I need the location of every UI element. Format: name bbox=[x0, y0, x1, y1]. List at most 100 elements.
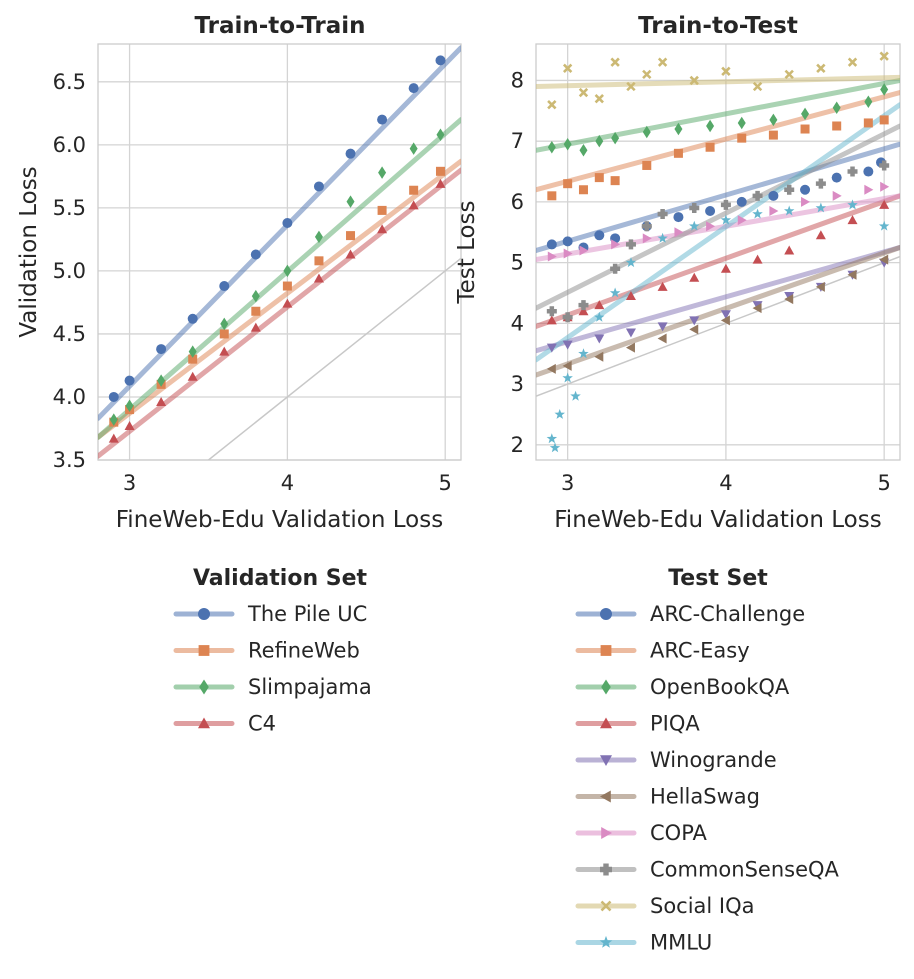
data-point bbox=[345, 148, 356, 159]
data-point bbox=[847, 57, 858, 67]
data-point bbox=[563, 248, 573, 259]
data-point bbox=[156, 344, 167, 355]
data-point bbox=[784, 245, 795, 255]
data-point bbox=[594, 300, 605, 310]
data-point bbox=[831, 172, 842, 183]
series-the-pile-uc bbox=[108, 55, 446, 402]
data-point bbox=[625, 239, 636, 250]
data-point bbox=[752, 81, 763, 92]
legend-title: Test Set bbox=[668, 566, 768, 591]
data-point bbox=[800, 124, 810, 134]
legend-label: ARC-Easy bbox=[650, 639, 750, 663]
data-point bbox=[435, 55, 446, 66]
legend-label: HellaSwag bbox=[650, 785, 760, 809]
data-point bbox=[563, 179, 573, 189]
data-point bbox=[737, 133, 747, 143]
legend-item: Social IQa bbox=[575, 894, 755, 918]
data-point bbox=[880, 181, 890, 192]
series-social-iqa bbox=[547, 51, 889, 110]
data-point bbox=[879, 160, 890, 171]
data-point bbox=[720, 199, 731, 210]
plot-frame bbox=[97, 43, 462, 461]
data-point bbox=[689, 75, 699, 86]
data-point bbox=[546, 306, 557, 317]
legend-marker bbox=[599, 935, 613, 948]
data-point bbox=[642, 125, 651, 139]
data-point bbox=[609, 287, 621, 298]
data-point bbox=[657, 281, 668, 291]
data-point bbox=[546, 363, 556, 374]
data-point bbox=[435, 178, 446, 188]
data-point bbox=[579, 245, 589, 256]
legend-marker bbox=[600, 900, 612, 912]
y-tick-label: 2 bbox=[511, 433, 524, 457]
legend-item: ARC-Challenge bbox=[575, 602, 805, 626]
data-point bbox=[408, 83, 419, 94]
data-point bbox=[595, 134, 604, 148]
data-point bbox=[689, 324, 699, 335]
data-point bbox=[689, 220, 700, 231]
legend-item: C4 bbox=[173, 712, 276, 736]
y-tick-label: 4 bbox=[511, 311, 524, 335]
fit-line-c4 bbox=[98, 167, 461, 459]
legend: Test Set ARC-Challenge ARC-Easy OpenBookQA P… bbox=[575, 566, 840, 955]
y-tick-label: 5 bbox=[511, 251, 524, 275]
data-point bbox=[879, 51, 889, 61]
legend-marker bbox=[198, 608, 210, 620]
fit-line-piqa bbox=[536, 193, 900, 329]
legend-item: OpenBookQA bbox=[575, 675, 790, 699]
series-openbookqa bbox=[547, 83, 889, 157]
y-tick-label: 3 bbox=[511, 372, 524, 396]
data-point bbox=[832, 190, 842, 201]
data-point bbox=[800, 184, 811, 195]
legend-marker bbox=[600, 863, 612, 876]
data-point bbox=[594, 93, 604, 104]
data-point bbox=[863, 118, 873, 128]
data-point bbox=[554, 409, 565, 419]
data-point bbox=[345, 249, 356, 259]
data-point bbox=[546, 315, 557, 325]
y-tick-label: 8 bbox=[511, 68, 524, 92]
data-point bbox=[250, 322, 261, 332]
data-point bbox=[625, 257, 637, 268]
legend-marker bbox=[198, 717, 210, 729]
data-point bbox=[847, 199, 858, 210]
data-point bbox=[847, 269, 857, 280]
legend-label: Slimpajama bbox=[248, 675, 372, 699]
data-point bbox=[562, 236, 573, 247]
legend: Validation Set The Pile UC RefineWeb Slimpa… bbox=[173, 566, 372, 736]
data-point bbox=[673, 148, 683, 158]
data-point bbox=[547, 191, 557, 201]
data-point bbox=[282, 281, 292, 291]
data-point bbox=[625, 291, 636, 301]
legend-label: C4 bbox=[248, 712, 276, 736]
data-point bbox=[563, 137, 572, 151]
data-point bbox=[720, 315, 730, 326]
data-point bbox=[219, 281, 230, 292]
data-point bbox=[626, 81, 636, 92]
fit-line-slimpajama bbox=[98, 117, 461, 440]
x-tick-label: 3 bbox=[561, 471, 574, 495]
data-point bbox=[674, 227, 684, 238]
legend-marker bbox=[600, 755, 612, 766]
data-point bbox=[547, 140, 556, 154]
legend-label: ARC-Challenge bbox=[650, 602, 805, 626]
legend-marker bbox=[600, 717, 612, 729]
legend-label: RefineWeb bbox=[248, 639, 360, 663]
data-point bbox=[219, 329, 229, 339]
series-mmlu bbox=[546, 199, 890, 453]
data-point bbox=[706, 119, 715, 133]
legend-label: MMLU bbox=[650, 931, 712, 955]
data-point bbox=[816, 63, 826, 73]
data-point bbox=[815, 202, 827, 213]
data-point bbox=[346, 231, 356, 241]
data-point bbox=[435, 166, 445, 176]
data-point bbox=[705, 206, 716, 217]
data-point bbox=[815, 281, 825, 292]
y-axis-label: Validation Loss bbox=[16, 166, 42, 337]
identity-line bbox=[207, 257, 461, 460]
data-point bbox=[880, 83, 889, 96]
data-point bbox=[283, 264, 292, 278]
data-point bbox=[578, 87, 589, 98]
y-tick-label: 6.5 bbox=[53, 70, 86, 94]
